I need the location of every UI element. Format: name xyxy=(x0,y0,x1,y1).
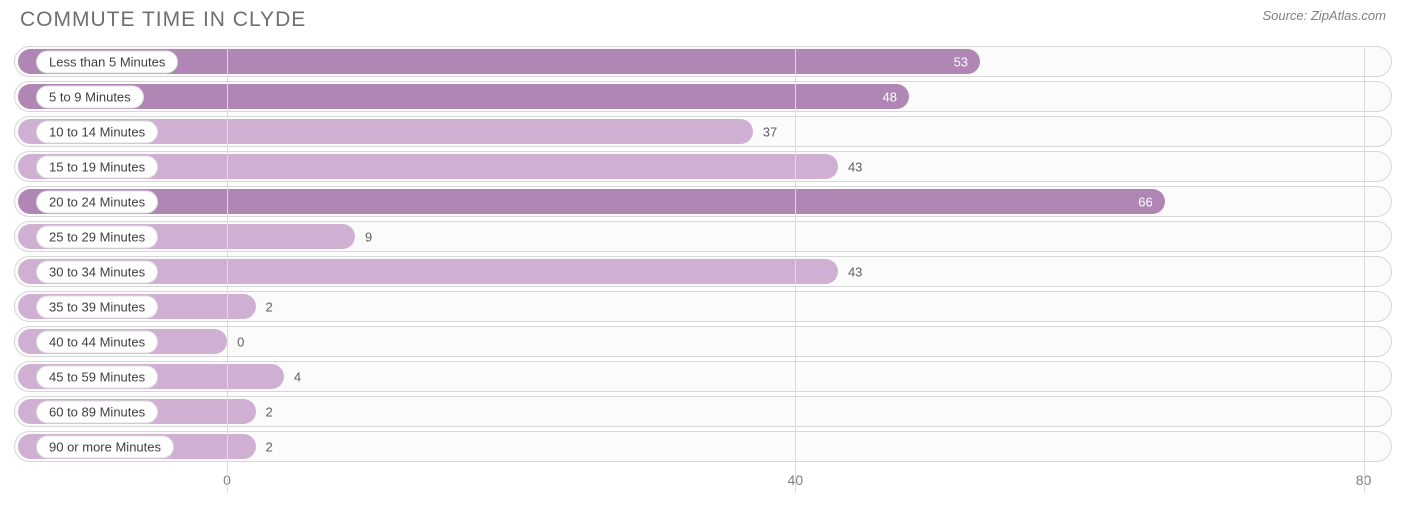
bar-value: 37 xyxy=(763,124,777,139)
bar-row: 30 to 34 Minutes 43 xyxy=(14,256,1392,287)
category-label: 40 to 44 Minutes xyxy=(36,330,158,353)
bar-row: 20 to 24 Minutes 66 xyxy=(14,186,1392,217)
bar-value: 43 xyxy=(848,264,862,279)
gridline xyxy=(795,48,796,493)
bar-value: 2 xyxy=(266,299,273,314)
category-dot-icon xyxy=(21,57,30,66)
bar-row: 45 to 59 Minutes 4 xyxy=(14,361,1392,392)
category-dot-icon xyxy=(21,92,30,101)
category-dot-icon xyxy=(21,302,30,311)
chart-header: COMMUTE TIME IN CLYDE Source: ZipAtlas.c… xyxy=(0,0,1406,36)
category-label: 35 to 39 Minutes xyxy=(36,295,158,318)
source-name: ZipAtlas.com xyxy=(1311,8,1386,23)
bar-value: 0 xyxy=(237,334,244,349)
category-label: 45 to 59 Minutes xyxy=(36,365,158,388)
category-dot-icon xyxy=(21,267,30,276)
gridline xyxy=(1364,48,1365,493)
category-label: 25 to 29 Minutes xyxy=(36,225,158,248)
category-label: 5 to 9 Minutes xyxy=(36,85,144,108)
x-axis: 04080 xyxy=(14,466,1392,496)
bar-value: 53 xyxy=(954,54,968,69)
bar-value: 43 xyxy=(848,159,862,174)
bar-row: 40 to 44 Minutes 0 xyxy=(14,326,1392,357)
chart-source: Source: ZipAtlas.com xyxy=(1262,8,1386,23)
bar-value: 66 xyxy=(1138,194,1152,209)
category-label: 15 to 19 Minutes xyxy=(36,155,158,178)
bar-row: 5 to 9 Minutes 48 xyxy=(14,81,1392,112)
category-label: 30 to 34 Minutes xyxy=(36,260,158,283)
category-dot-icon xyxy=(21,407,30,416)
bar-row: 15 to 19 Minutes 43 xyxy=(14,151,1392,182)
bar-row: 35 to 39 Minutes 2 xyxy=(14,291,1392,322)
bar-value: 4 xyxy=(294,369,301,384)
category-dot-icon xyxy=(21,232,30,241)
chart-area: Less than 5 Minutes 53 5 to 9 Minutes 48 10 … xyxy=(0,36,1406,462)
bar-value: 2 xyxy=(266,404,273,419)
source-prefix: Source: xyxy=(1262,8,1310,23)
bar-fill xyxy=(18,84,909,109)
category-label: 90 or more Minutes xyxy=(36,435,174,458)
category-label: 60 to 89 Minutes xyxy=(36,400,158,423)
bar-row: 25 to 29 Minutes 9 xyxy=(14,221,1392,252)
category-dot-icon xyxy=(21,197,30,206)
category-dot-icon xyxy=(21,127,30,136)
category-dot-icon xyxy=(21,337,30,346)
bar-value: 48 xyxy=(883,89,897,104)
bar-row: 90 or more Minutes 2 xyxy=(14,431,1392,462)
bar-row: 10 to 14 Minutes 37 xyxy=(14,116,1392,147)
category-dot-icon xyxy=(21,442,30,451)
gridline xyxy=(227,48,228,493)
category-label: 10 to 14 Minutes xyxy=(36,120,158,143)
bar-fill xyxy=(18,189,1165,214)
category-dot-icon xyxy=(21,372,30,381)
category-dot-icon xyxy=(21,162,30,171)
category-label: 20 to 24 Minutes xyxy=(36,190,158,213)
category-label: Less than 5 Minutes xyxy=(36,50,178,73)
bar-row: 60 to 89 Minutes 2 xyxy=(14,396,1392,427)
bar-row: Less than 5 Minutes 53 xyxy=(14,46,1392,77)
chart-title: COMMUTE TIME IN CLYDE xyxy=(20,8,306,32)
bar-value: 2 xyxy=(266,439,273,454)
bar-value: 9 xyxy=(365,229,372,244)
